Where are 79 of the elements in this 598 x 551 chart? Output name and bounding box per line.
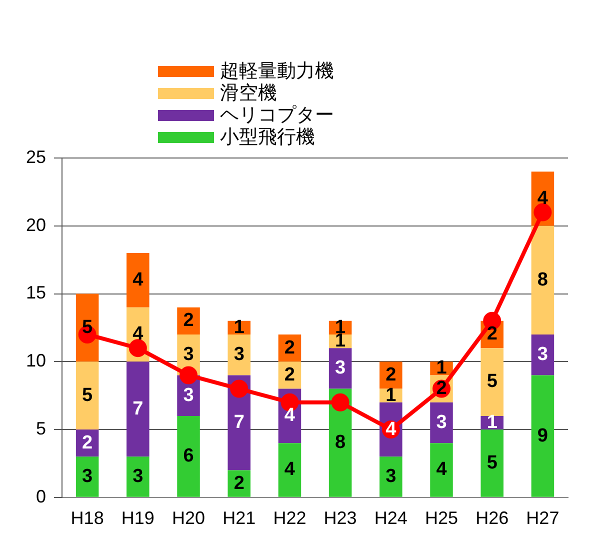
data-label: 8 bbox=[537, 269, 548, 290]
bar bbox=[480, 348, 504, 416]
x-tick-label: H20 bbox=[172, 508, 206, 528]
data-label: 2 bbox=[386, 364, 396, 386]
data-label: 4 bbox=[284, 405, 296, 426]
data-label: 5 bbox=[486, 371, 498, 392]
x-tick-label: H27 bbox=[526, 508, 560, 528]
bar bbox=[228, 334, 250, 376]
x-tick-label: H26 bbox=[476, 508, 509, 528]
point bbox=[128, 339, 147, 358]
point bbox=[534, 203, 552, 222]
x-tick-label: H25 bbox=[424, 508, 458, 528]
data-label: 3 bbox=[132, 466, 144, 488]
bar bbox=[430, 402, 453, 444]
data-label: 5 bbox=[82, 316, 94, 338]
legend-label: 超軽量動力機 bbox=[220, 59, 334, 83]
data-label: 1 bbox=[234, 316, 245, 338]
data-label: 3 bbox=[82, 466, 93, 488]
data-label: 4 bbox=[436, 459, 448, 480]
data-label: 8 bbox=[335, 432, 346, 454]
data-label: 3 bbox=[436, 412, 447, 433]
y-tick-label: 5 bbox=[36, 418, 46, 438]
bar bbox=[76, 362, 99, 430]
y-tick-label: 10 bbox=[26, 350, 46, 371]
y-tick-label: 25 bbox=[26, 146, 46, 167]
data-label: 2 bbox=[284, 364, 295, 386]
data-label: 5 bbox=[486, 452, 498, 474]
data-label: 2 bbox=[436, 378, 447, 400]
data-label: 7 bbox=[132, 398, 144, 420]
bar bbox=[480, 430, 504, 497]
point bbox=[180, 366, 198, 384]
y-tick-label: 15 bbox=[26, 282, 46, 303]
data-label: 7 bbox=[234, 412, 244, 433]
legend-label: 滑空機 bbox=[220, 81, 277, 106]
bar bbox=[430, 443, 453, 497]
point bbox=[230, 380, 248, 398]
legend-label: 小型飛行機 bbox=[220, 125, 315, 150]
data-label: 3 bbox=[183, 344, 194, 366]
data-label: 4 bbox=[386, 418, 397, 440]
y-tick-label: 0 bbox=[36, 486, 46, 506]
data-label: 3 bbox=[183, 384, 194, 406]
x-tick-label: H18 bbox=[70, 508, 104, 528]
bar bbox=[76, 456, 99, 497]
data-label: 4 bbox=[132, 324, 144, 345]
bar bbox=[328, 348, 352, 389]
bar bbox=[278, 443, 302, 497]
data-label: 1 bbox=[486, 412, 498, 433]
data-label: 4 bbox=[132, 269, 144, 290]
data-label: 3 bbox=[537, 344, 548, 366]
data-label: 2 bbox=[183, 310, 194, 332]
data-label: 4 bbox=[537, 188, 548, 209]
bar bbox=[380, 456, 402, 497]
bar bbox=[531, 375, 554, 497]
data-label: 5 bbox=[82, 384, 94, 406]
bar bbox=[177, 416, 200, 497]
data-label: 1 bbox=[436, 358, 448, 379]
point bbox=[331, 393, 350, 412]
data-label: 4 bbox=[284, 459, 296, 480]
data-label: 3 bbox=[335, 358, 346, 379]
data-label: 3 bbox=[386, 466, 396, 488]
x-tick-label: H22 bbox=[273, 508, 306, 528]
data-label: 3 bbox=[234, 344, 244, 366]
bar bbox=[126, 362, 150, 457]
bar bbox=[531, 226, 554, 334]
x-tick-label: H23 bbox=[324, 508, 357, 528]
y-tick-label: 20 bbox=[26, 214, 46, 235]
x-tick-label: H24 bbox=[374, 508, 408, 528]
x-tick-label: H21 bbox=[222, 508, 256, 528]
data-label: 1 bbox=[386, 384, 397, 406]
data-label: 2 bbox=[486, 324, 498, 345]
data-label: 6 bbox=[183, 446, 194, 467]
data-label: 9 bbox=[537, 425, 548, 446]
legend-label: ヘリコプター bbox=[220, 103, 334, 127]
data-label: 2 bbox=[234, 472, 244, 494]
data-label: 2 bbox=[82, 432, 93, 454]
bar bbox=[126, 456, 150, 497]
bar bbox=[126, 253, 150, 308]
data-label: 2 bbox=[284, 337, 295, 358]
x-tick-label: H19 bbox=[121, 508, 154, 528]
